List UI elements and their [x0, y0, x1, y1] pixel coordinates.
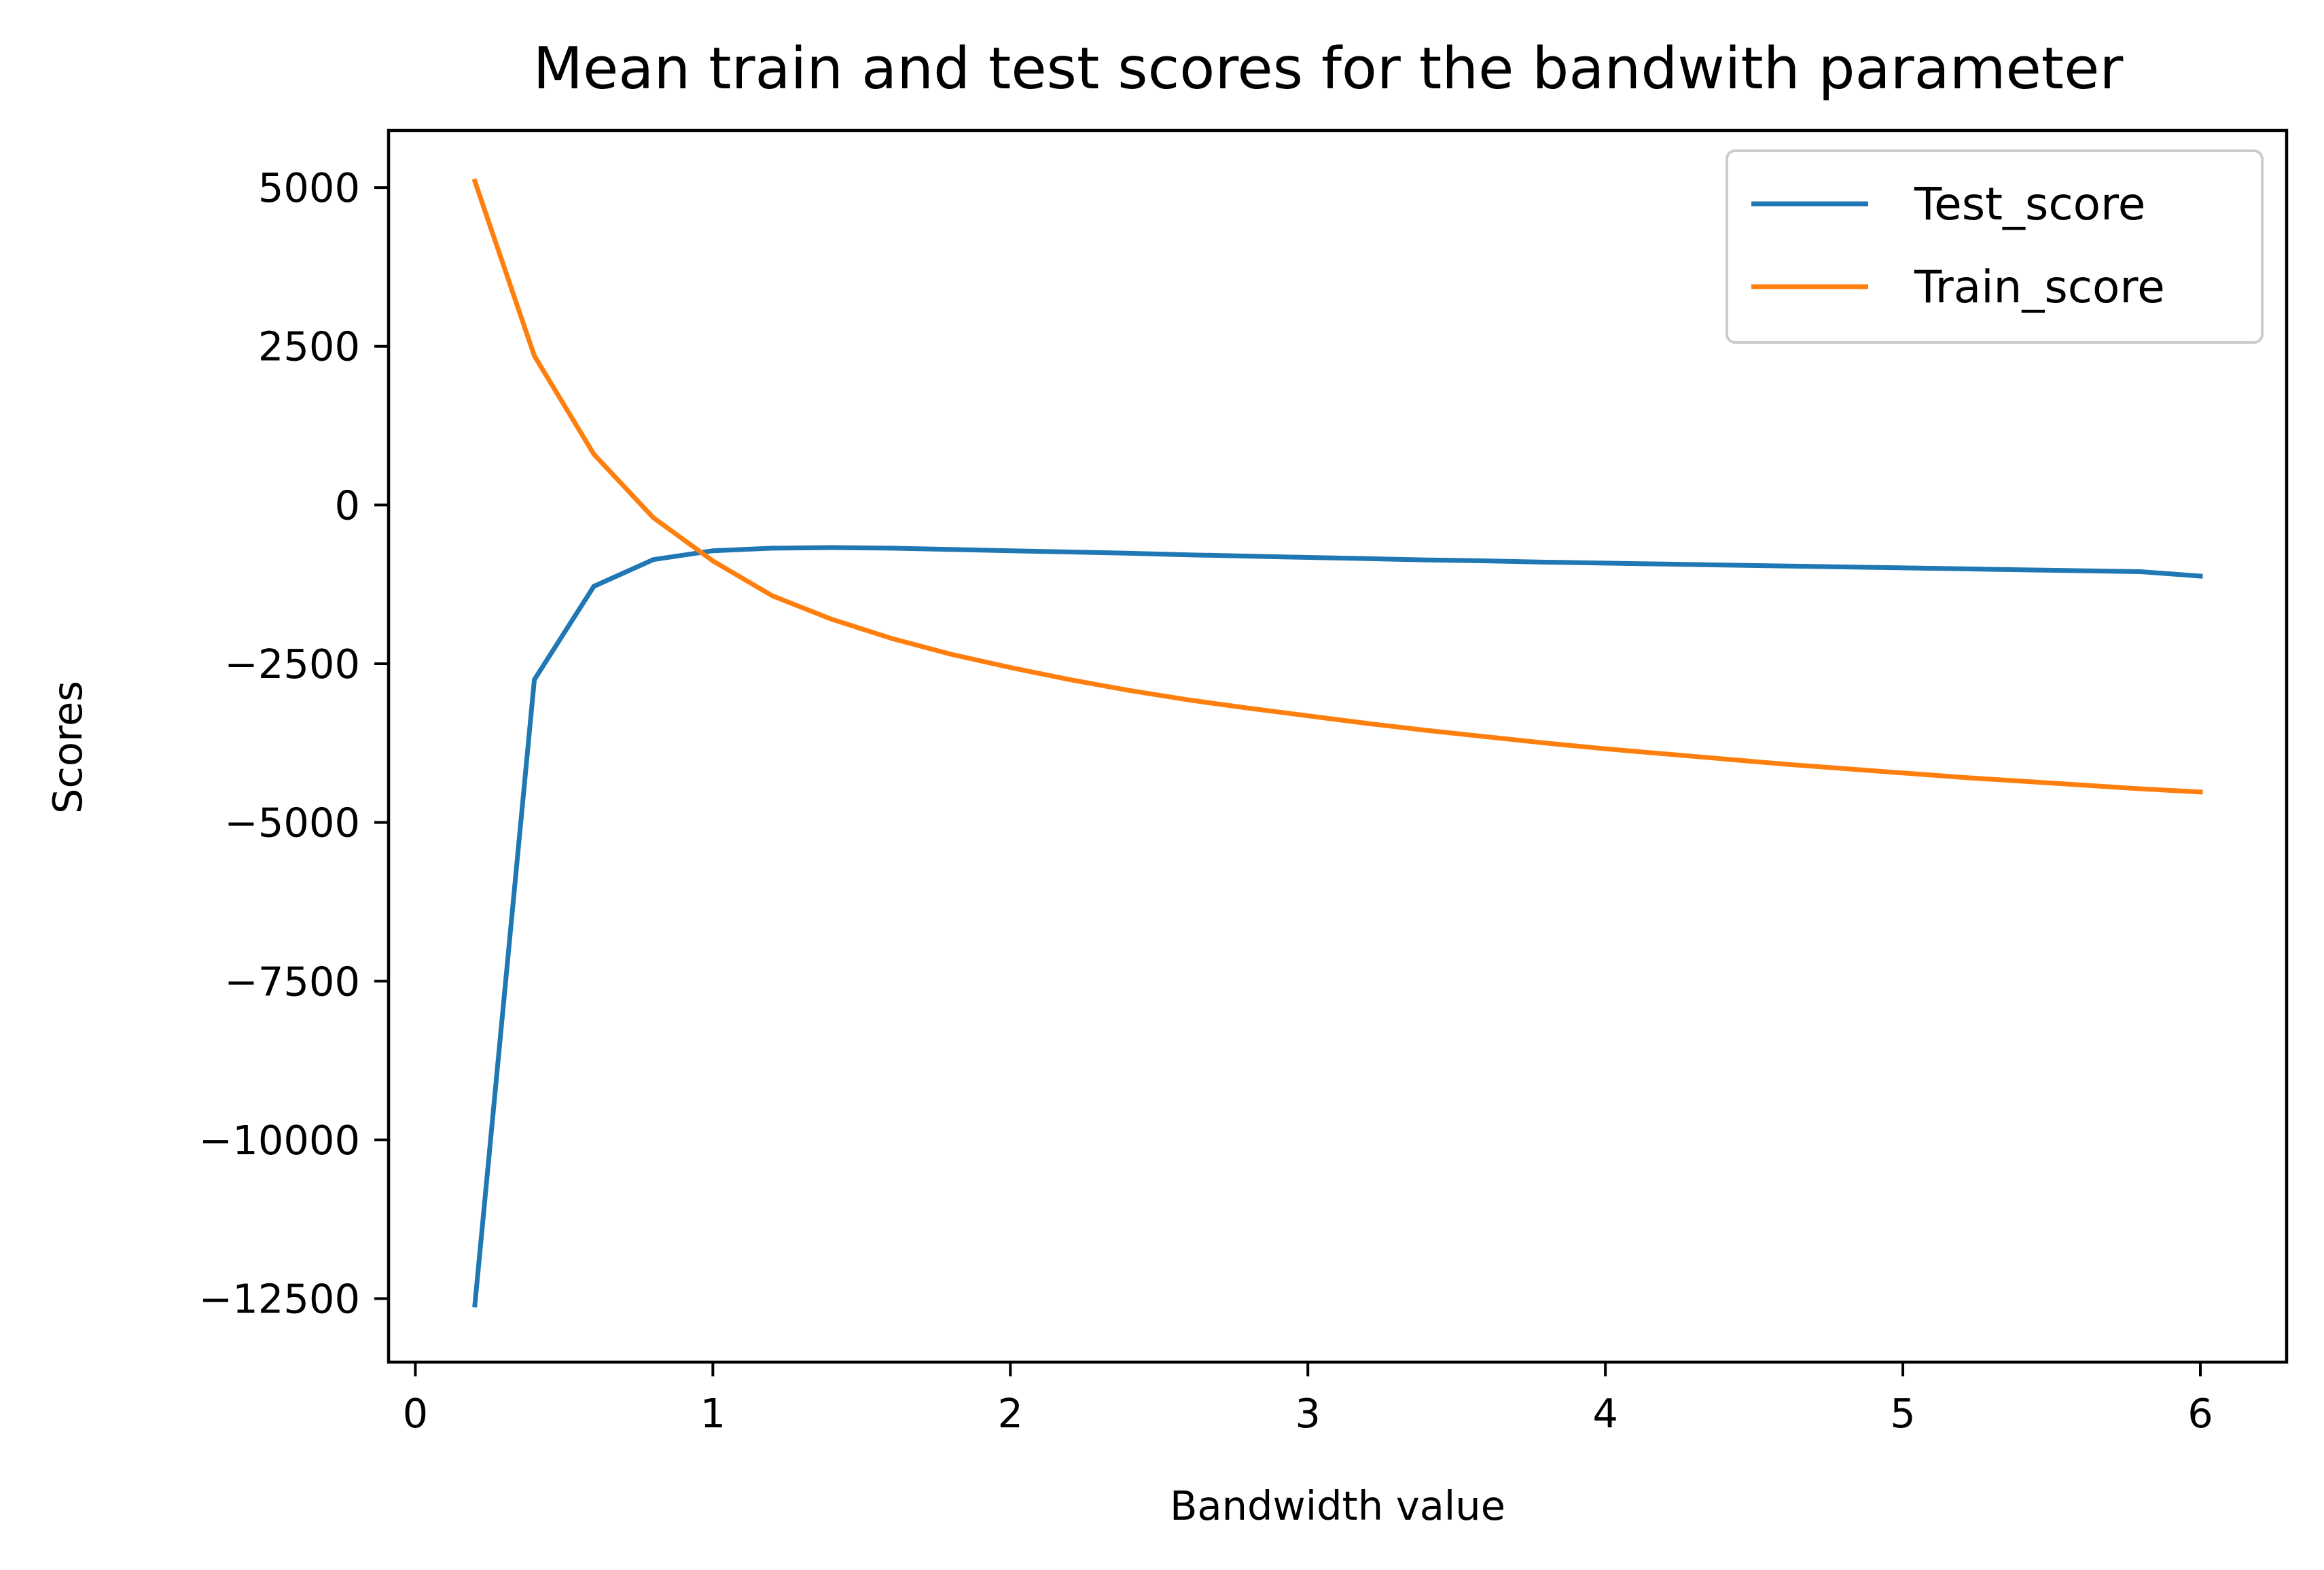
series-layer	[471, 178, 2203, 1308]
x-tick-label: 5	[1890, 1390, 1916, 1437]
y-axis-label: Scores	[44, 681, 91, 814]
x-tick-label: 2	[998, 1390, 1024, 1437]
series-line-train-score	[471, 178, 2203, 795]
y-tick-label: 0	[334, 482, 360, 529]
x-tick-label: 4	[1592, 1390, 1618, 1437]
y-axis-ticks: 5000 2500 0 −2500 −5000 −7500 −10000 −12500	[199, 164, 389, 1323]
legend-label: Test_score	[1914, 178, 2145, 230]
y-tick-label: −10000	[199, 1117, 360, 1164]
y-tick-label: −2500	[224, 641, 360, 688]
x-axis-label: Bandwidth value	[1170, 1482, 1505, 1529]
series-line-test-score	[472, 545, 2203, 1308]
y-tick-label: 2500	[258, 323, 360, 370]
legend-frame	[1726, 149, 2264, 344]
x-tick-label: 0	[403, 1390, 429, 1437]
legend-entries: Test_score Train_score	[1751, 178, 2165, 313]
chart-title: Mean train and test scores for the bandw…	[533, 35, 2124, 103]
legend-label: Train_score	[1914, 261, 2165, 313]
legend: Test_score Train_score	[1726, 149, 2264, 344]
y-tick-label: 5000	[258, 164, 360, 211]
x-tick-label: 1	[700, 1390, 726, 1437]
plot-frame	[387, 128, 2289, 1364]
y-tick-label: −5000	[224, 800, 360, 846]
y-tick-label: −12500	[199, 1276, 360, 1323]
x-tick-label: 6	[2187, 1390, 2213, 1437]
x-axis-ticks: 0 1 2 3 4 5 6	[403, 1362, 2213, 1437]
y-tick-label: −7500	[224, 958, 360, 1005]
x-tick-label: 3	[1295, 1390, 1321, 1437]
